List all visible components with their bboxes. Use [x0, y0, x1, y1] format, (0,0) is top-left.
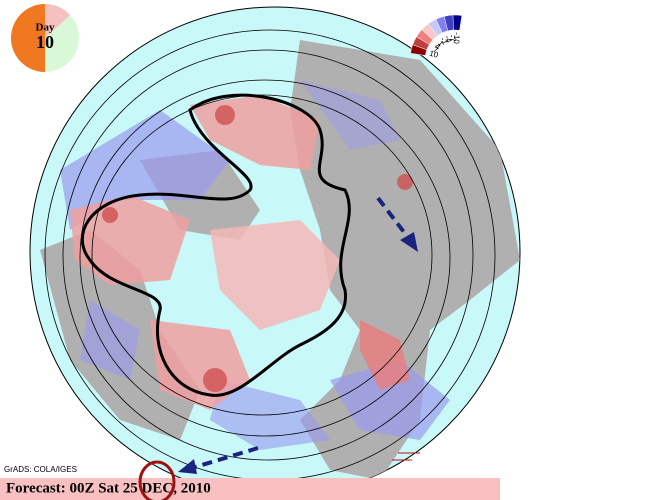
legend-label: 10 [428, 49, 439, 60]
day-dial: Day 10 [11, 4, 79, 72]
credit: GrADS: COLA/IGES [4, 465, 77, 474]
thick-contour [80, 93, 351, 397]
dial-elapsed [11, 38, 45, 72]
warm-core [215, 105, 235, 125]
legend-label: 1 [436, 39, 446, 49]
dial-elapsed [11, 4, 45, 38]
dial-label: Day [36, 22, 55, 34]
dial-elapsed [45, 4, 70, 38]
legend-label: -1 [438, 36, 450, 47]
arrow [376, 196, 412, 242]
legend-label: -7 [447, 34, 457, 43]
arrow [191, 446, 259, 470]
arrow-head [400, 232, 418, 252]
warm-core [397, 174, 413, 190]
forecast-date: Forecast: 00Z Sat 25 DEC, 2010 [6, 480, 211, 496]
legend-swatch [452, 14, 463, 31]
dial-number: 10 [36, 32, 54, 52]
legend-label: 4 [433, 42, 442, 52]
warm-core [203, 368, 227, 392]
cold-anomaly [300, 80, 400, 150]
land [290, 40, 520, 480]
map-layers [40, 29, 520, 481]
legend-label: -4 [443, 34, 454, 44]
footer-bar [0, 478, 500, 500]
cold-anomaly [80, 300, 140, 380]
warm-anomaly [360, 320, 410, 390]
warm-anomaly [150, 320, 250, 410]
arrow-head [178, 459, 197, 474]
cold-anomaly [330, 360, 450, 440]
highlight-circle [138, 460, 176, 500]
legend-label: 7 [431, 45, 439, 55]
warm-anomaly [70, 195, 190, 285]
warm-core [102, 207, 118, 223]
legend-label: -10 [452, 32, 462, 45]
warm-anomaly [210, 220, 340, 330]
